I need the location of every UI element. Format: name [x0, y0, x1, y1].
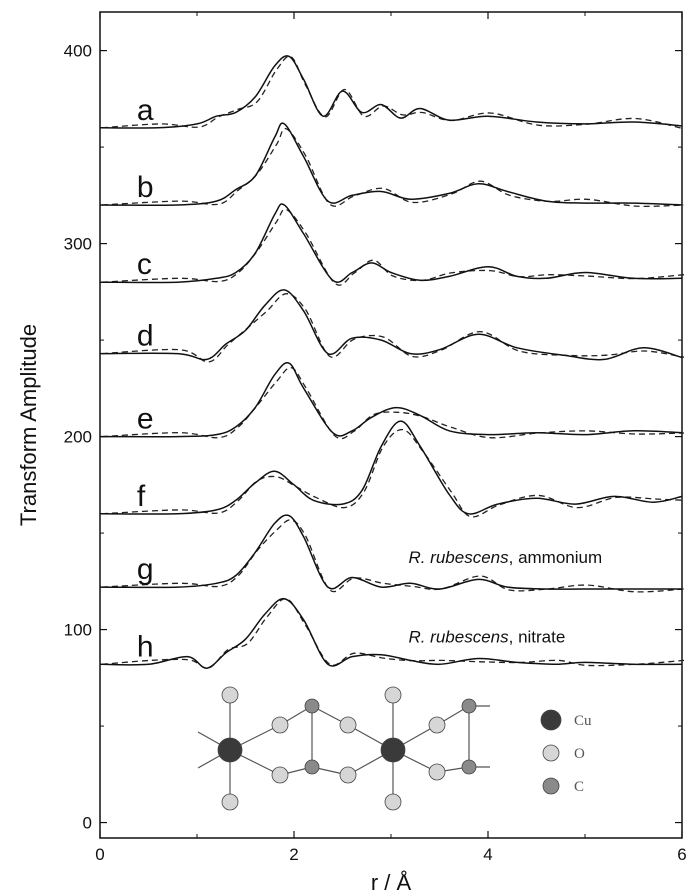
x-tick-label: 2 — [289, 845, 298, 864]
experimental-curve-f — [99, 420, 683, 515]
c-atom — [461, 698, 477, 714]
curve-label-g: g — [137, 553, 154, 586]
annotation-label: R. rubescens, ammonium — [408, 548, 602, 567]
fit-curve-e — [101, 366, 685, 440]
x-axis-label: r / Å — [371, 870, 412, 895]
curves-group — [99, 55, 685, 669]
fit-curve-d — [101, 293, 685, 363]
plot-frame — [99, 11, 683, 839]
x-tick-label: 0 — [95, 845, 104, 864]
experimental-curve-d — [99, 289, 683, 361]
annotation-italic: R. rubescens — [408, 548, 509, 567]
x-tick-label: 6 — [677, 845, 686, 864]
curve-label-e: e — [137, 403, 154, 436]
legend-c-label: C — [574, 779, 584, 795]
curve-labels-group: a b c d e f g h — [137, 94, 154, 664]
y-axis-label: Transform Amplitude — [16, 324, 41, 526]
annotation-italic: R. rubescens — [408, 627, 509, 646]
legend-o-marker — [542, 744, 560, 762]
o-atom — [271, 716, 289, 734]
axes: 0 2 4 6 0 100 200 300 400 r / Å Transform Amplitud… — [16, 11, 687, 895]
c-atom — [461, 759, 477, 775]
cu-atom — [217, 737, 243, 763]
y-tick-label: 200 — [64, 428, 92, 447]
legend-o-label: O — [574, 746, 585, 762]
c-atom — [304, 759, 320, 775]
x-tick-label: 4 — [483, 845, 492, 864]
o-atom — [339, 766, 357, 784]
curve-label-d: d — [137, 320, 154, 353]
o-atom — [428, 716, 446, 734]
o-atom — [384, 686, 402, 704]
c-atom — [304, 698, 320, 714]
o-atom — [221, 793, 239, 811]
annotation-text: , ammonium — [509, 548, 603, 567]
experimental-curve-h — [99, 597, 683, 669]
y-tick-label: 400 — [64, 42, 92, 61]
legend-cu-label: Cu — [574, 713, 592, 729]
annotation-text: , nitrate — [509, 627, 566, 646]
legend-c-marker — [542, 777, 560, 795]
molecular-structure-diagram — [197, 686, 490, 811]
annotation-label: R. rubescens, nitrate — [408, 627, 565, 646]
curve-label-f: f — [137, 480, 146, 513]
cu-atom — [380, 737, 406, 763]
curve-label-c: c — [137, 248, 152, 281]
atom-legend: Cu O C — [540, 709, 592, 795]
experimental-curve-g — [99, 514, 682, 590]
y-tick-label: 100 — [64, 621, 92, 640]
o-atom — [271, 766, 289, 784]
y-tick-label: 0 — [83, 814, 92, 833]
curve-label-a: a — [137, 94, 154, 127]
experimental-curve-e — [99, 362, 683, 438]
o-atom — [221, 686, 239, 704]
fit-curve-f — [101, 428, 685, 518]
experimental-curve-c — [99, 203, 683, 284]
o-atom — [384, 793, 402, 811]
curve-label-h: h — [137, 630, 154, 663]
curve-label-b: b — [137, 171, 154, 204]
y-tick-label: 300 — [64, 235, 92, 254]
legend-cu-marker — [540, 709, 562, 731]
o-atom — [428, 763, 446, 781]
fit-curve-h — [101, 598, 685, 669]
o-atom — [339, 716, 357, 734]
fit-curve-a — [101, 55, 685, 130]
experimental-curve-a — [99, 55, 683, 129]
experimental-curve-b — [99, 122, 683, 207]
